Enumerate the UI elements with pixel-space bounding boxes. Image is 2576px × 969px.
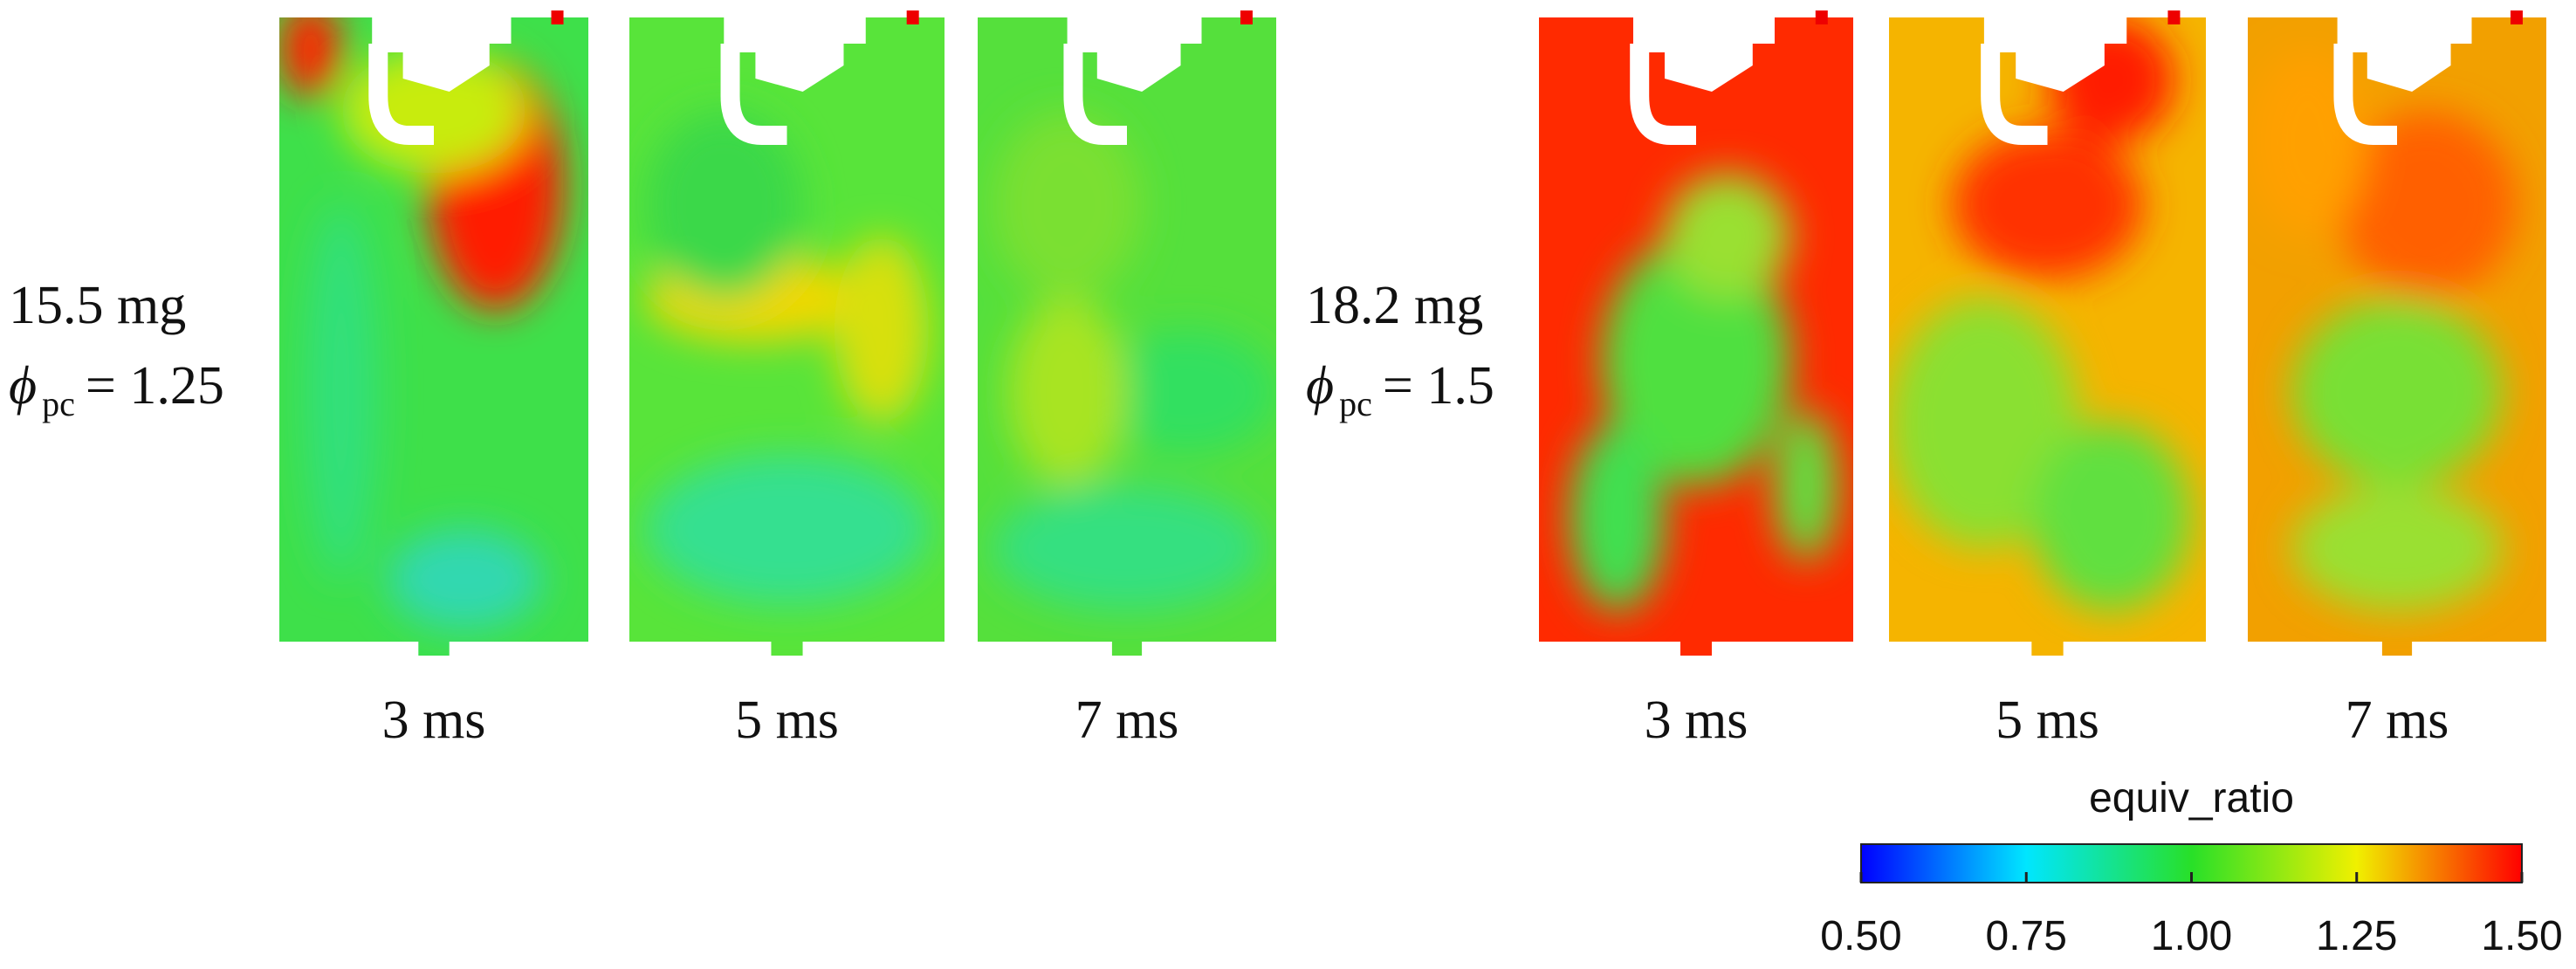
field-blobs (645, 111, 929, 605)
contour-panel (2248, 10, 2546, 656)
field-blob (1096, 329, 1276, 455)
field-blob (1952, 129, 2143, 280)
phi-label: ϕ pc = 1.5 (1306, 356, 1494, 423)
phi-value: = 1.25 (86, 356, 224, 416)
injector-cutout (2337, 17, 2472, 92)
injector-cutout (724, 17, 866, 92)
field (2248, 17, 2546, 656)
time-label: 3 ms (1645, 691, 1748, 750)
mass-label: 15.5 mg (9, 276, 186, 335)
colorbar-tick-label: 0.50 (1820, 913, 1901, 959)
colorbar-title: equiv_ratio (2089, 775, 2294, 821)
field-blob (304, 204, 379, 580)
field-blob (1570, 423, 1665, 611)
field (978, 17, 1276, 656)
phi-subscript: pc (1339, 384, 1372, 423)
injector-arc (1981, 44, 2048, 145)
field (629, 17, 945, 656)
injector-cutout (372, 17, 512, 92)
phi-value: = 1.5 (1383, 356, 1494, 416)
injector-cutout (1983, 17, 2127, 92)
field-blob (2337, 111, 2517, 299)
contour-panel (1889, 10, 2206, 656)
field-blob (1602, 236, 1790, 486)
field-blob (1775, 410, 1838, 561)
phi-label: ϕ pc = 1.25 (9, 356, 224, 423)
injector-arc (1063, 44, 1127, 145)
time-label: 3 ms (382, 691, 486, 750)
field-blobs (1570, 173, 1838, 611)
field-blob (834, 236, 929, 423)
time-label: 5 ms (735, 691, 839, 750)
field-blob (1665, 173, 1790, 299)
phi-symbol: ϕ (1306, 356, 1334, 416)
injector-arc (1630, 44, 1696, 145)
probe (2167, 10, 2181, 24)
field-blob (993, 485, 1261, 611)
phi-symbol: ϕ (9, 356, 37, 416)
time-label: 5 ms (1996, 691, 2099, 750)
field-blobs (993, 111, 1276, 611)
time-label: 7 ms (2346, 691, 2449, 750)
field (1889, 17, 2206, 656)
time-label: 7 ms (1075, 691, 1179, 750)
field (1539, 17, 1853, 656)
field-blob (2292, 485, 2502, 611)
field-blob (645, 454, 929, 605)
field-blob (279, 17, 341, 99)
injector-cutout (1633, 17, 1775, 92)
field-blob (387, 529, 542, 629)
injector-cutout (1067, 17, 1202, 92)
contour-panel (279, 10, 588, 656)
field-blob (2031, 423, 2190, 611)
probe (906, 10, 919, 24)
probe (1240, 10, 1253, 24)
field-blob (993, 111, 1143, 299)
field-blobs (1889, 17, 2190, 611)
field-blob (2292, 298, 2502, 486)
contour-panel (629, 10, 945, 656)
colorbar-tick-label: 1.50 (2481, 913, 2562, 959)
field-blob (645, 111, 803, 299)
probe (1815, 10, 1828, 24)
colorbar-tick-label: 0.75 (1986, 913, 2067, 959)
probe (2510, 10, 2523, 24)
injector-arc (368, 44, 434, 145)
colorbar-tick-label: 1.00 (2151, 913, 2232, 959)
probe (551, 10, 564, 24)
colorbar-tick-label: 1.25 (2316, 913, 2397, 959)
phi-subscript: pc (42, 384, 75, 423)
mass-label: 18.2 mg (1306, 276, 1483, 335)
injector-arc (2333, 44, 2397, 145)
field-blob (1889, 298, 2079, 548)
contour-panel (1539, 10, 1853, 656)
field-blob (1007, 298, 1127, 486)
field (279, 17, 588, 656)
contour-panel (978, 10, 1276, 656)
injector-arc (720, 44, 787, 145)
